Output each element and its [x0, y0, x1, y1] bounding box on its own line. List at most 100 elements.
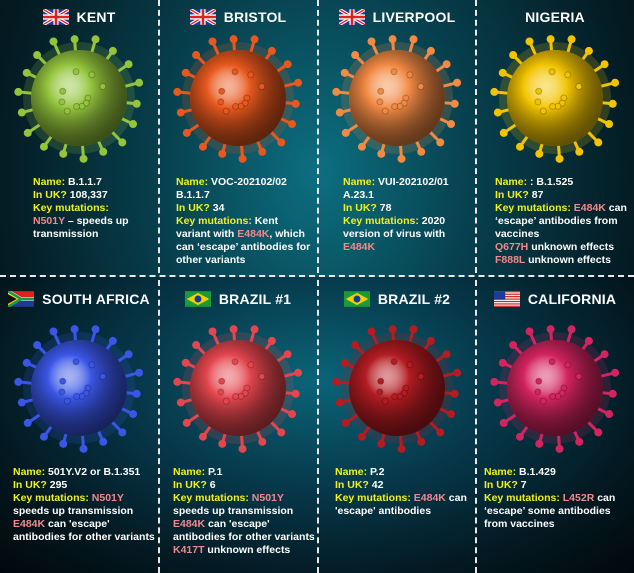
info-line: speeds up transmission — [13, 505, 155, 518]
field-label: Name: — [495, 176, 531, 188]
south-africa-flag-icon — [7, 289, 35, 308]
mutation-code: E484K — [13, 518, 46, 530]
info-line: A.23.1 — [343, 189, 449, 202]
field-value: transmission — [33, 228, 99, 240]
field-value: B.1.1.7 — [176, 189, 210, 201]
field-value: 87 — [531, 189, 544, 201]
uk-flag-icon — [188, 7, 217, 27]
variant-info-brazil-2: Name: P.2 In UK? 42 Key mutations: E484K c… — [335, 466, 467, 518]
field-value: A.23.1 — [343, 189, 374, 201]
field-value: P.2 — [370, 466, 385, 478]
field-value: B.1.429 — [519, 466, 556, 478]
field-value: speeds up transmission — [173, 505, 294, 517]
mutation-code: E484K — [173, 518, 206, 530]
field-label: Key mutations: — [343, 215, 422, 227]
field-label: Key mutations: — [484, 492, 563, 504]
info-line: other variants — [176, 254, 310, 267]
field-value: 7 — [520, 479, 527, 491]
mutation-code: Q677H — [495, 241, 529, 253]
field-value: variant with — [176, 228, 238, 240]
info-line: Key mutations: N501Y — [173, 492, 315, 505]
info-line: K417T unknown effects — [173, 544, 315, 557]
info-line: Name: VOC-202102/02 — [176, 176, 310, 189]
info-line: Q677H unknown effects — [495, 241, 627, 254]
field-value: 295 — [49, 479, 68, 491]
field-value: can 'escape' — [205, 518, 270, 530]
field-label: Name: — [173, 466, 209, 478]
variant-title: CALIFORNIA — [476, 291, 634, 307]
virus-illustration — [318, 26, 476, 176]
field-value: can 'escape' — [45, 518, 110, 530]
variant-info-south-africa: Name: 501Y.V2 or B.1.351 In UK? 295 Key mu… — [13, 466, 155, 544]
virus-illustration — [0, 308, 158, 458]
virus-illustration — [476, 26, 634, 176]
variant-card-kent: KENT — [0, 0, 158, 275]
variant-name: KENT — [76, 9, 116, 25]
field-value: unknown effects — [204, 544, 291, 556]
variant-card-liverpool: LIVERPOOL — [318, 0, 476, 275]
field-value: 'escape' antibodies — [335, 505, 432, 517]
field-label: Name: — [176, 176, 212, 188]
info-line: Name: P.2 — [335, 466, 467, 479]
column-divider — [475, 280, 477, 573]
variant-name: NIGERIA — [525, 9, 585, 25]
info-line: variant with E484K, which — [176, 228, 310, 241]
info-line: vaccines — [495, 228, 627, 241]
field-value: 78 — [379, 202, 392, 214]
info-line: B.1.1.7 — [176, 189, 310, 202]
field-label: Key mutations: — [495, 202, 574, 214]
variant-title: SOUTH AFRICA — [0, 289, 158, 308]
info-line: antibodies for other variants — [13, 531, 155, 544]
field-value: B.1.1.7 — [68, 176, 102, 188]
variant-name: BRAZIL #2 — [377, 291, 451, 307]
brazil-flag-icon — [184, 291, 211, 307]
variant-name: CALIFORNIA — [527, 291, 617, 307]
variant-card-south-africa: SOUTH AFRICA — [0, 282, 158, 557]
mutation-code: N501Y — [251, 492, 284, 504]
info-line: 'escape' antibodies — [335, 505, 467, 518]
info-line: Name: : B.1.525 — [495, 176, 627, 189]
info-line: Key mutations: E484K can — [335, 492, 467, 505]
info-line: antibodies for other variants — [173, 531, 315, 544]
info-line: E484K can 'escape' — [173, 518, 315, 531]
row-divider — [0, 275, 634, 277]
column-divider — [475, 0, 477, 273]
info-line: In UK? 6 — [173, 479, 315, 492]
info-line: Key mutations: 2020 — [343, 215, 449, 228]
info-line: In UK? 78 — [343, 202, 449, 215]
column-divider — [317, 0, 319, 273]
info-line: E484K can 'escape' — [13, 518, 155, 531]
field-label: Name: — [484, 466, 520, 478]
field-value: unknown effects — [528, 241, 615, 253]
info-line: Key mutations: E484K can — [495, 202, 627, 215]
field-label: Key mutations: — [173, 492, 252, 504]
variant-card-bristol: BRISTOL — [159, 0, 317, 275]
info-line: Key mutations: N501Y — [13, 492, 155, 505]
field-value: can — [594, 492, 616, 504]
mutation-code: N501Y — [33, 215, 65, 227]
field-value: – speeds up — [64, 215, 129, 227]
field-value: unknown effects — [525, 254, 611, 266]
info-line: from vaccines — [484, 518, 615, 531]
field-label: Key mutations: — [33, 202, 109, 214]
info-line: ‘escape’ some antibodies — [484, 505, 615, 518]
field-value: 108,337 — [69, 189, 108, 201]
mutation-code: E484K — [237, 228, 270, 240]
info-line: transmission — [33, 228, 129, 241]
variant-title: BRAZIL #2 — [318, 291, 476, 307]
info-line: In UK? 42 — [335, 479, 467, 492]
field-label: Key mutations: — [13, 492, 92, 504]
field-value: ‘escape’ antibodies from — [495, 215, 618, 227]
mutation-code: N501Y — [91, 492, 124, 504]
field-label: Name: — [13, 466, 49, 478]
mutation-code: L452R — [562, 492, 595, 504]
info-line: can ‘escape’ antibodies for — [176, 241, 310, 254]
field-value: ‘escape’ some antibodies — [484, 505, 611, 517]
info-line: E484K — [343, 241, 449, 254]
field-label: In UK? — [343, 202, 380, 214]
info-line: In UK? 34 — [176, 202, 310, 215]
info-line: Name: P.1 — [173, 466, 315, 479]
mutation-code: E484K — [413, 492, 446, 504]
field-value: speeds up transmission — [13, 505, 134, 517]
field-label: In UK? — [495, 189, 532, 201]
